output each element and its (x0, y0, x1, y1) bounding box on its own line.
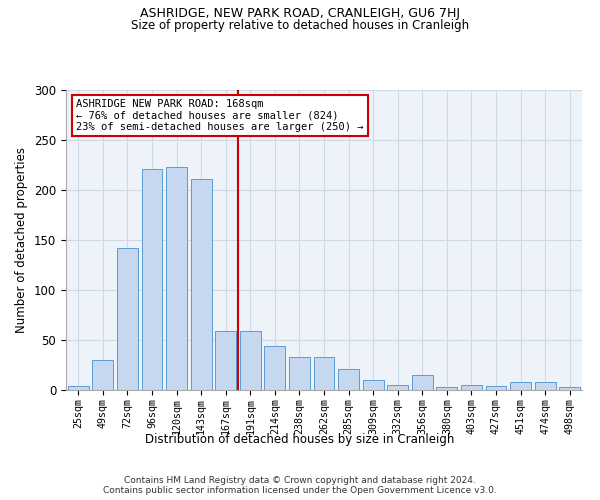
Text: ASHRIDGE, NEW PARK ROAD, CRANLEIGH, GU6 7HJ: ASHRIDGE, NEW PARK ROAD, CRANLEIGH, GU6 … (140, 8, 460, 20)
Bar (314, 357, 334, 390)
Bar (387, 385, 408, 390)
Bar (510, 382, 531, 390)
Bar (362, 380, 383, 390)
Bar (485, 386, 506, 390)
Bar (215, 331, 236, 390)
Text: Contains HM Land Registry data © Crown copyright and database right 2024.
Contai: Contains HM Land Registry data © Crown c… (103, 476, 497, 495)
Bar (535, 382, 556, 390)
Bar (289, 357, 310, 390)
Bar (142, 169, 163, 390)
Bar (461, 385, 482, 390)
Y-axis label: Number of detached properties: Number of detached properties (16, 147, 28, 333)
Text: Size of property relative to detached houses in Cranleigh: Size of property relative to detached ho… (131, 19, 469, 32)
Bar (240, 331, 261, 390)
Bar (191, 179, 212, 390)
Bar (559, 387, 580, 390)
Text: Distribution of detached houses by size in Cranleigh: Distribution of detached houses by size … (145, 432, 455, 446)
Bar (436, 387, 457, 390)
Bar (265, 346, 286, 390)
Text: ASHRIDGE NEW PARK ROAD: 168sqm
← 76% of detached houses are smaller (824)
23% of: ASHRIDGE NEW PARK ROAD: 168sqm ← 76% of … (76, 99, 364, 132)
Bar (92, 360, 113, 390)
Bar (166, 167, 187, 390)
Bar (68, 386, 89, 390)
Bar (338, 369, 359, 390)
Bar (117, 248, 138, 390)
Bar (412, 375, 433, 390)
